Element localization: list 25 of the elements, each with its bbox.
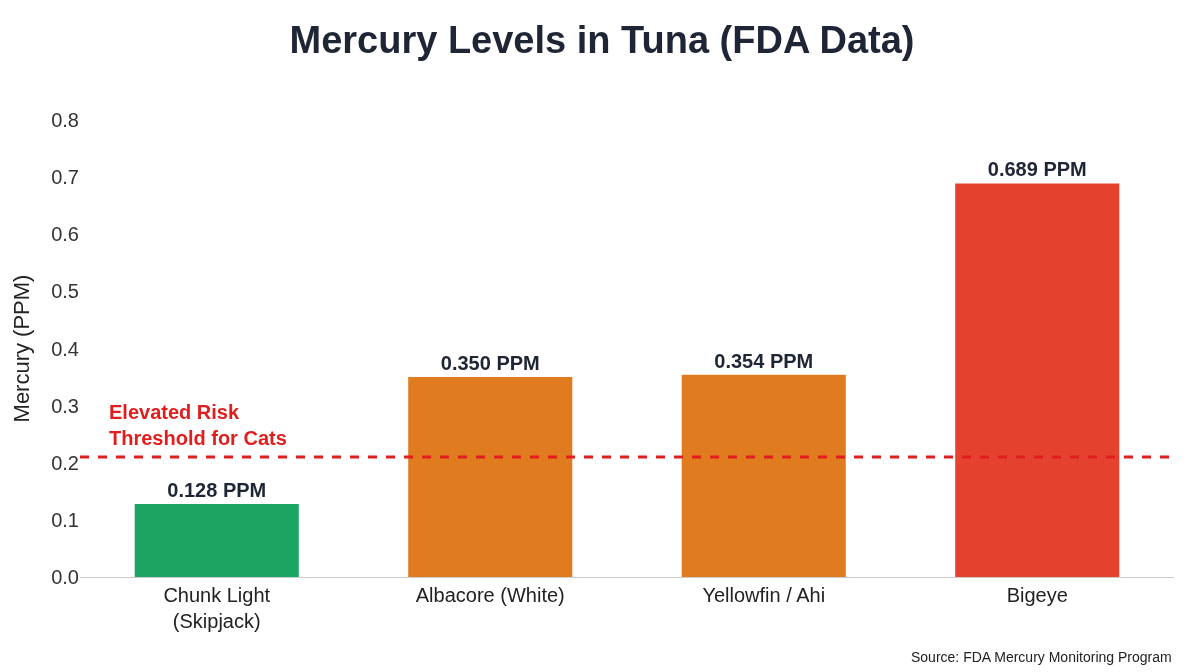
source-note: Source: FDA Mercury Monitoring Program xyxy=(911,649,1172,665)
ref-line-label: Elevated Risk Threshold for Cats xyxy=(109,401,287,449)
data-label: 0.689 PPM xyxy=(987,158,1087,181)
chart-title: Mercury Levels in Tuna (FDA Data) xyxy=(289,19,915,62)
y-tick-label: 0.5 xyxy=(51,280,79,303)
bar xyxy=(134,503,299,577)
data-label: 0.350 PPM xyxy=(440,352,540,375)
x-tick-label: Albacore (White) xyxy=(415,584,565,606)
y-tick-label: 0.3 xyxy=(51,394,79,417)
y-axis-title: Mercury (PPM) xyxy=(8,274,34,423)
bar xyxy=(955,183,1120,577)
y-tick-label: 0.6 xyxy=(51,223,79,246)
y-tick-label: 0.2 xyxy=(51,451,79,474)
y-tick-label: 0.8 xyxy=(51,109,79,131)
data-label: 0.354 PPM xyxy=(714,349,814,372)
y-tick-label: 0.1 xyxy=(51,508,79,531)
bar xyxy=(681,374,846,577)
x-tick-label: Chunk Light (Skipjack) xyxy=(163,584,271,632)
x-tick-label: Yellowfin / Ahi xyxy=(702,584,826,606)
y-tick-label: 0.7 xyxy=(51,166,79,189)
data-label: 0.128 PPM xyxy=(167,478,267,501)
y-tick-label: 0.4 xyxy=(51,337,79,360)
bar xyxy=(408,377,573,577)
y-tick-label: 0.0 xyxy=(51,566,79,588)
x-tick-label: Bigeye xyxy=(1006,584,1068,606)
